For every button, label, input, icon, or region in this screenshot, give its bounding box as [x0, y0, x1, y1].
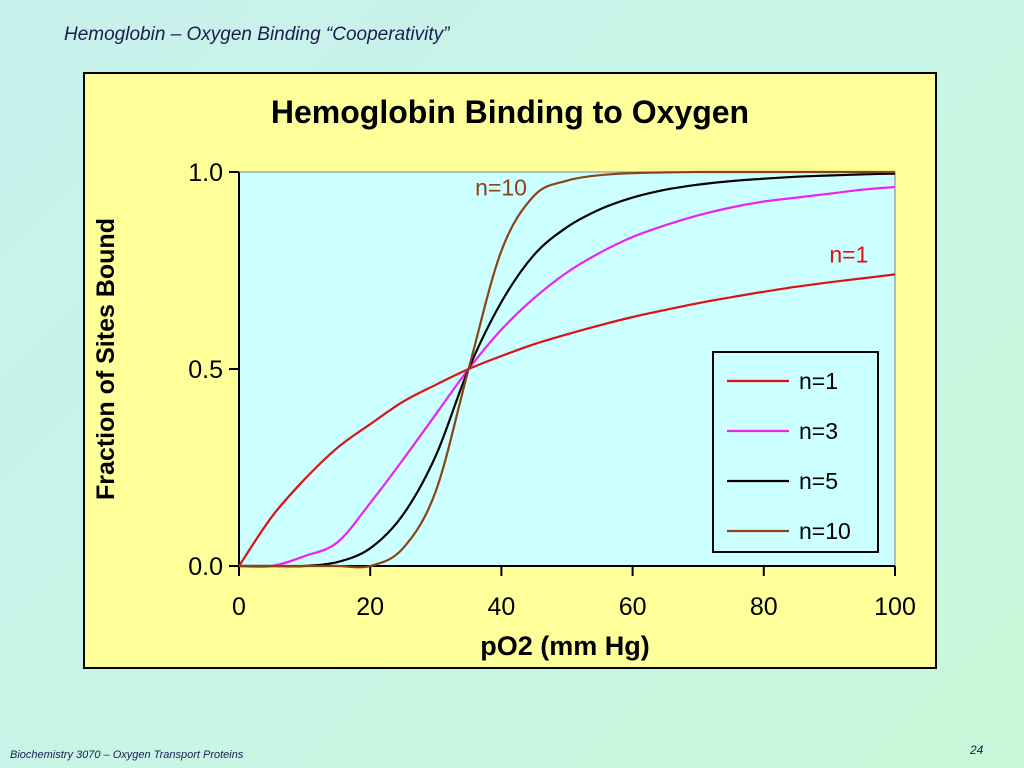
annotation-label: n=1 — [829, 242, 868, 268]
x-tick-label: 60 — [619, 593, 647, 621]
x-tick-label: 100 — [874, 593, 916, 621]
legend-label: n=5 — [799, 468, 838, 494]
slide-title: Hemoglobin – Oxygen Binding “Cooperativi… — [64, 24, 450, 45]
x-axis-label: pO2 (mm Hg) — [480, 631, 650, 661]
series-line-n-10 — [238, 170, 895, 569]
footer-text: Biochemistry 3070 – Oxygen Transport Pro… — [10, 749, 244, 761]
legend-box — [712, 351, 879, 553]
plot-svg: 0.0 0.5 1.0 0 20 40 60 80 100 n=10 n=1 n=1 n=3 n=5 n=1… — [188, 159, 916, 621]
series-line-n-1 — [238, 273, 896, 567]
legend-label: n=3 — [799, 418, 838, 444]
y-tick-label: 0.0 — [188, 553, 223, 581]
series-line-n-5 — [238, 172, 896, 568]
y-tick-label: 1.0 — [188, 159, 223, 187]
page-number: 24 — [970, 743, 984, 757]
legend-label: n=10 — [799, 518, 851, 544]
x-tick-label: 40 — [487, 593, 515, 621]
y-tick-label: 0.5 — [188, 356, 223, 384]
x-tick-label: 0 — [232, 593, 246, 621]
legend-label: n=1 — [799, 368, 838, 394]
chart-title: Hemoglobin Binding to Oxygen — [270, 94, 750, 130]
series-line-n-3 — [238, 185, 896, 568]
annotation-label: n=10 — [475, 175, 527, 201]
x-tick-label: 20 — [356, 593, 384, 621]
x-tick-label: 80 — [750, 593, 778, 621]
chart-frame: Hemoglobin Binding to Oxygen Fraction of… — [83, 72, 937, 669]
